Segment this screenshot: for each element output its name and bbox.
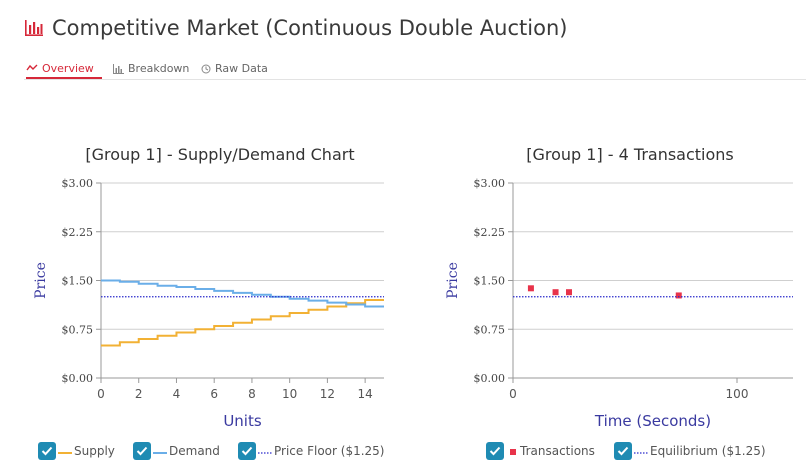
- price-floor-checkbox[interactable]: [238, 442, 256, 460]
- price-floor-swatch-icon: [258, 444, 272, 458]
- y-tick-label: $1.50: [62, 275, 94, 288]
- line-chart-icon: [26, 63, 38, 73]
- x-tick-label: 12: [320, 387, 335, 401]
- y-axis-label: Price: [33, 262, 49, 299]
- legend-label: Transactions: [520, 444, 595, 458]
- x-axis-label: Time (Seconds): [594, 412, 711, 430]
- transaction-point: [675, 292, 682, 299]
- tab-label: Raw Data: [215, 62, 268, 75]
- chart-title-transactions: [Group 1] - 4 Transactions: [526, 145, 734, 164]
- demand-swatch-icon: [153, 444, 167, 458]
- transaction-point: [527, 285, 534, 292]
- bar-chart-icon: [113, 63, 124, 74]
- page-header: Competitive Market (Continuous Double Au…: [24, 12, 567, 44]
- equilibrium-swatch-icon: [634, 444, 648, 458]
- tab-overview[interactable]: Overview: [26, 59, 102, 79]
- x-tick-label: 14: [357, 387, 372, 401]
- y-tick-label: $2.25: [474, 226, 506, 239]
- x-tick-label: 8: [248, 387, 256, 401]
- y-tick-label: $3.00: [474, 177, 506, 190]
- y-tick-label: $3.00: [62, 177, 94, 190]
- y-tick-label: $0.00: [474, 372, 506, 385]
- supply-checkbox[interactable]: [38, 442, 56, 460]
- transaction-point: [566, 289, 572, 296]
- y-tick-label: $1.50: [474, 275, 506, 288]
- x-tick-label: 10: [282, 387, 297, 401]
- demand-checkbox[interactable]: [133, 442, 151, 460]
- bar-chart-icon: [25, 20, 43, 36]
- y-axis-label: Price: [445, 262, 461, 299]
- tab-breakdown[interactable]: Breakdown: [113, 59, 189, 78]
- x-tick-label: 0: [97, 387, 105, 401]
- page-title: Competitive Market (Continuous Double Au…: [52, 16, 568, 40]
- legend-label: Demand: [169, 444, 220, 458]
- transactions-checkbox[interactable]: [486, 442, 504, 460]
- tab-label: Breakdown: [128, 62, 190, 75]
- tab-bar: Overview Breakdown Raw Data: [24, 59, 806, 80]
- y-tick-label: $0.75: [474, 323, 506, 336]
- legend-label: Supply: [74, 444, 115, 458]
- legend-label: Price Floor ($1.25): [274, 444, 385, 458]
- x-tick-label: 6: [210, 387, 218, 401]
- x-axis-label: Units: [223, 412, 262, 430]
- clock-icon: [201, 64, 211, 74]
- y-tick-label: $0.75: [62, 323, 94, 336]
- legend-label: Equilibrium ($1.25): [650, 444, 766, 458]
- chart-title-supply-demand: [Group 1] - Supply/Demand Chart: [85, 145, 355, 164]
- y-tick-label: $2.25: [62, 226, 94, 239]
- x-tick-label: 4: [173, 387, 181, 401]
- x-tick-label: 2: [135, 387, 143, 401]
- tab-label: Overview: [42, 61, 94, 75]
- legend-transactions[interactable]: Transactions: [486, 442, 595, 460]
- equilibrium-checkbox[interactable]: [614, 442, 632, 460]
- y-tick-label: $0.00: [62, 372, 94, 385]
- series-line-demand: [101, 279, 384, 308]
- x-tick-label: 100: [726, 387, 749, 401]
- legend-demand[interactable]: Demand: [133, 442, 220, 460]
- tab-raw-data[interactable]: Raw Data: [201, 59, 268, 78]
- series-line-supply: [101, 299, 384, 347]
- x-tick-label: 0: [509, 387, 517, 401]
- transactions-swatch-icon: [510, 444, 516, 458]
- supply-swatch-icon: [58, 444, 72, 458]
- legend-supply[interactable]: Supply: [38, 442, 115, 460]
- transaction-point: [552, 289, 559, 296]
- legend-equilibrium[interactable]: Equilibrium ($1.25): [614, 442, 766, 460]
- legend-price-floor[interactable]: Price Floor ($1.25): [238, 442, 384, 460]
